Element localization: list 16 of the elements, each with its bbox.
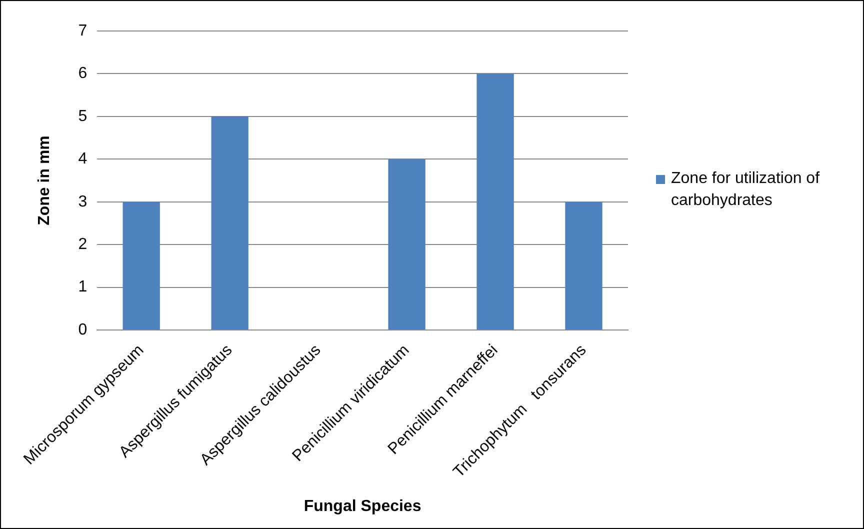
bar bbox=[388, 159, 426, 330]
y-tick-label: 5 bbox=[78, 108, 88, 125]
y-tick-label: 2 bbox=[78, 236, 88, 253]
y-tick-label: 0 bbox=[78, 321, 88, 338]
bar bbox=[122, 202, 160, 330]
legend-label: Zone for utilization of carbohydrates bbox=[671, 169, 821, 212]
y-tick-label: 7 bbox=[78, 22, 88, 40]
bar bbox=[476, 74, 514, 330]
y-tick-label: 6 bbox=[78, 65, 88, 82]
bar bbox=[211, 116, 248, 330]
y-tick-label: 4 bbox=[78, 150, 88, 168]
y-tick-label: 3 bbox=[78, 193, 88, 210]
x-axis-title: Fungal Species bbox=[304, 498, 422, 515]
bar bbox=[565, 202, 602, 330]
y-axis-title: Zone in mm bbox=[36, 136, 54, 226]
y-tick-label: 1 bbox=[78, 278, 88, 296]
